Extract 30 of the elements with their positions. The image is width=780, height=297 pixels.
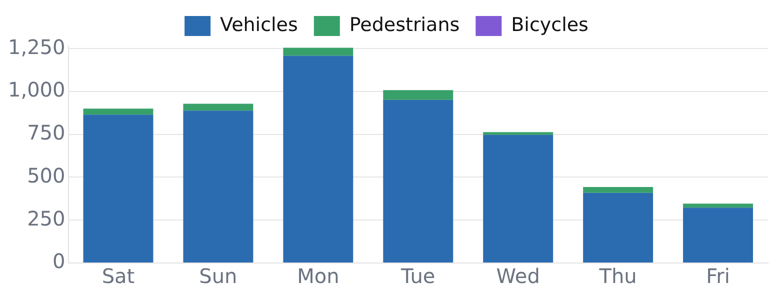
bar bbox=[583, 192, 654, 262]
bar bbox=[183, 110, 254, 262]
bar bbox=[283, 56, 354, 262]
bar bbox=[383, 100, 454, 262]
y-tick-label: 1,250 bbox=[8, 34, 66, 59]
bar bbox=[583, 187, 654, 193]
x-tick-label: Wed bbox=[496, 264, 540, 288]
bar bbox=[683, 208, 754, 262]
x-tick-label: Sat bbox=[102, 264, 135, 288]
x-tick-label: Fri bbox=[706, 264, 730, 288]
bar bbox=[183, 104, 254, 111]
bar bbox=[83, 114, 154, 262]
bar bbox=[383, 90, 454, 100]
y-tick-label: 250 bbox=[27, 206, 66, 230]
legend-label: Vehicles bbox=[220, 14, 298, 36]
x-tick-label: Tue bbox=[400, 264, 436, 288]
y-tick-label: 1,000 bbox=[8, 78, 66, 102]
y-tick-label: 750 bbox=[27, 120, 66, 145]
y-tick-label: 500 bbox=[27, 163, 66, 188]
x-tick-label: Thu bbox=[598, 264, 637, 288]
bar bbox=[483, 132, 554, 135]
bar bbox=[283, 48, 354, 56]
legend-label: Bicycles bbox=[511, 14, 588, 36]
x-tick-label: Sun bbox=[199, 264, 238, 288]
bar bbox=[683, 204, 754, 208]
legend-label: Pedestrians bbox=[349, 14, 460, 36]
y-tick-label: 0 bbox=[52, 249, 66, 274]
x-tick-label: Mon bbox=[297, 264, 340, 288]
bar bbox=[83, 108, 154, 115]
bar bbox=[483, 134, 554, 262]
